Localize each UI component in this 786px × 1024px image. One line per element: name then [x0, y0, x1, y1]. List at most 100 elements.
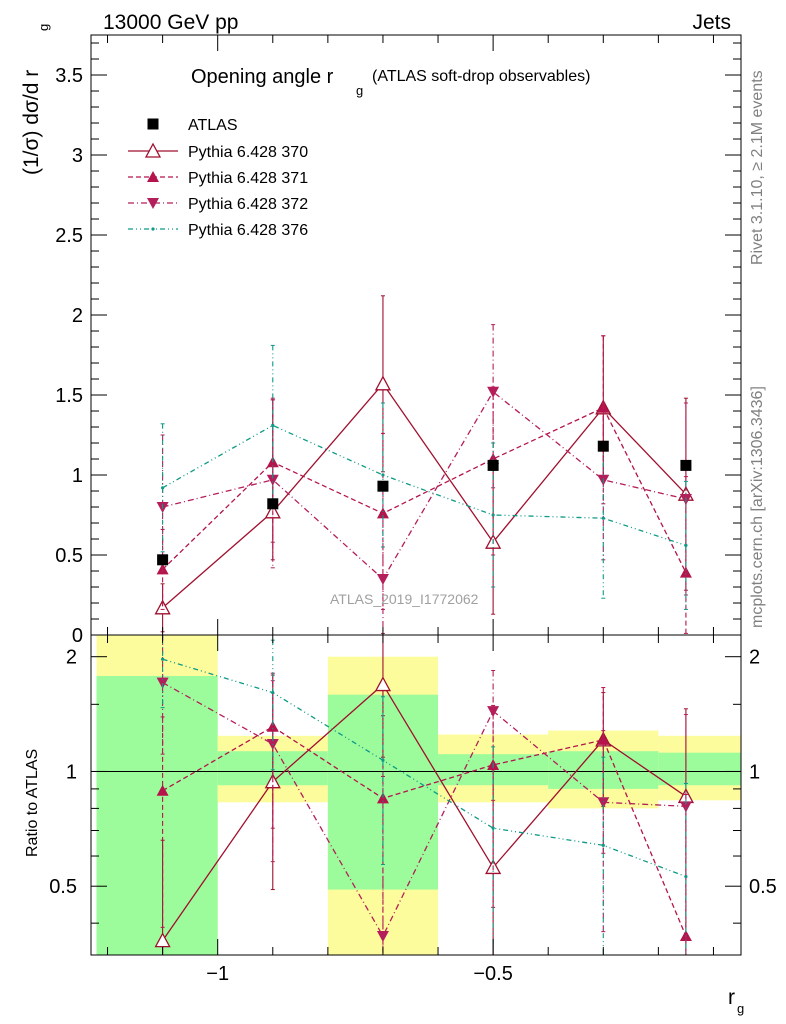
data-point: [266, 720, 279, 732]
header-right: Jets: [692, 11, 731, 34]
data-point: [491, 826, 495, 830]
main-ytick-label: 3: [72, 145, 83, 167]
main-ylabel-text: (1/σ) dσ/d r: [20, 70, 43, 175]
xlabel-sub: g: [737, 1001, 744, 1016]
data-point: [156, 784, 169, 796]
legend-item: Pythia 6.428 376: [128, 222, 308, 239]
data-point: [376, 574, 389, 585]
series-line: [162, 683, 687, 941]
data-point: [381, 758, 385, 762]
ratio-ytick-label: 1: [66, 761, 77, 783]
ratio-panel-frame: [90, 634, 742, 956]
analysis-watermark: ATLAS_2019_I1772062: [330, 591, 479, 607]
legend-label: Pythia 6.428 370: [188, 144, 308, 161]
data-point: [376, 931, 389, 943]
axes: 0 0.5 1 1.5 2 2.5 3 3.5 0.5 0.5 1 1 2 2 −1 −0.5: [49, 35, 777, 985]
plot-title-extra: (ATLAS soft-drop observables): [372, 68, 590, 85]
plot-title-sub: g: [356, 83, 363, 98]
legend-label: Pythia 6.428 372: [188, 196, 308, 213]
main-ylabel-sub: g: [36, 24, 51, 31]
uncertainty-bands: [91, 635, 741, 955]
main-ytick-label: 2.5: [55, 225, 83, 247]
data-point: [601, 516, 605, 520]
ratio-ytick-label-right: 2: [749, 647, 760, 669]
series-line: [162, 390, 687, 581]
data-point: [487, 386, 500, 398]
legend-marker: [151, 227, 155, 231]
main-ylabel: (1/σ) dσ/d r g: [20, 24, 51, 175]
series-line: [162, 725, 687, 937]
legend-marker: [147, 171, 159, 182]
data-point: [597, 733, 610, 745]
data-point: [601, 843, 605, 847]
ratio-series-pythia-6-428-372: [156, 634, 692, 956]
data-point: [376, 507, 389, 519]
main-ytick-label: 2: [72, 305, 83, 327]
main-series-pythia-6-428-370: [154, 295, 695, 633]
header-left: 13000 GeV pp: [103, 11, 238, 34]
data-point: [161, 486, 165, 490]
data-point: [679, 801, 692, 813]
atlas-data-point: [157, 554, 169, 566]
data-point: [154, 932, 171, 948]
plot-title-main: Opening angle r: [191, 66, 334, 88]
main-series-pythia-6-428-376: [160, 344, 688, 610]
legend-item: Pythia 6.428 370: [128, 142, 308, 161]
legend-item: Pythia 6.428 371: [128, 170, 308, 187]
data-point: [154, 599, 171, 615]
data-point: [684, 543, 688, 548]
data-point: [381, 473, 385, 477]
data-point: [271, 691, 275, 695]
legend-item-atlas: ATLAS: [147, 117, 238, 134]
band-inner: [658, 752, 741, 786]
atlas-data-point: [680, 459, 692, 471]
data-point: [491, 513, 495, 517]
data-point: [161, 657, 165, 661]
xtick-label: −1: [206, 963, 229, 985]
atlas-data-point: [597, 440, 609, 452]
ratio-ytick-label: 2: [66, 647, 77, 669]
legend: ATLAS Pythia 6.428 370 Pythia 6.428 371 Pyt…: [128, 117, 308, 239]
atlas-data-point: [267, 498, 279, 510]
ratio-ytick-label: 0.5: [49, 876, 77, 898]
ratio-ylabel: Ratio to ATLAS: [24, 749, 41, 857]
data-point: [266, 474, 279, 486]
xlabel-r: r: [728, 986, 735, 1009]
mcplots-label: mcplots.cern.ch [arXiv:1306.3436]: [749, 386, 766, 628]
ratio-ytick-label-right: 1: [749, 761, 760, 783]
legend-marker: [147, 198, 159, 209]
ratio-ytick-label-right: 0.5: [749, 876, 777, 898]
rivet-label: Rivet 3.1.10, ≥ 2.1M events: [749, 70, 766, 265]
main-ytick-label: 1.5: [55, 385, 83, 407]
main-ytick-label: 0.5: [55, 545, 83, 567]
legend-marker: [144, 142, 162, 158]
main-series-pythia-6-428-371: [156, 335, 692, 634]
legend-item: Pythia 6.428 372: [128, 196, 308, 213]
main-ytick-label: 3.5: [55, 65, 83, 87]
series-line: [162, 658, 687, 878]
data-point: [374, 676, 392, 692]
main-ytick-label: 0: [72, 625, 83, 647]
main-ytick-label: 1: [72, 465, 83, 487]
plot-title: Opening angle r: [191, 66, 334, 88]
legend-label: Pythia 6.428 376: [188, 222, 308, 239]
atlas-data-point: [377, 480, 389, 492]
xtick-label: −0.5: [473, 963, 512, 985]
data-point: [376, 792, 389, 804]
band-inner: [96, 675, 218, 955]
legend-label: Pythia 6.428 371: [188, 170, 308, 187]
data-point: [684, 874, 688, 879]
legend-marker: [147, 118, 159, 130]
legend-label: ATLAS: [188, 117, 238, 134]
series-line: [162, 424, 687, 547]
series-line: [162, 382, 687, 609]
atlas-data-point: [487, 459, 499, 471]
main-panel-series: [154, 295, 695, 634]
data-point: [487, 706, 500, 718]
series-line: [162, 682, 686, 938]
data-point: [271, 423, 275, 427]
main-series-pythia-6-428-372: [156, 324, 692, 634]
data-point: [597, 797, 610, 809]
data-point: [374, 375, 392, 391]
